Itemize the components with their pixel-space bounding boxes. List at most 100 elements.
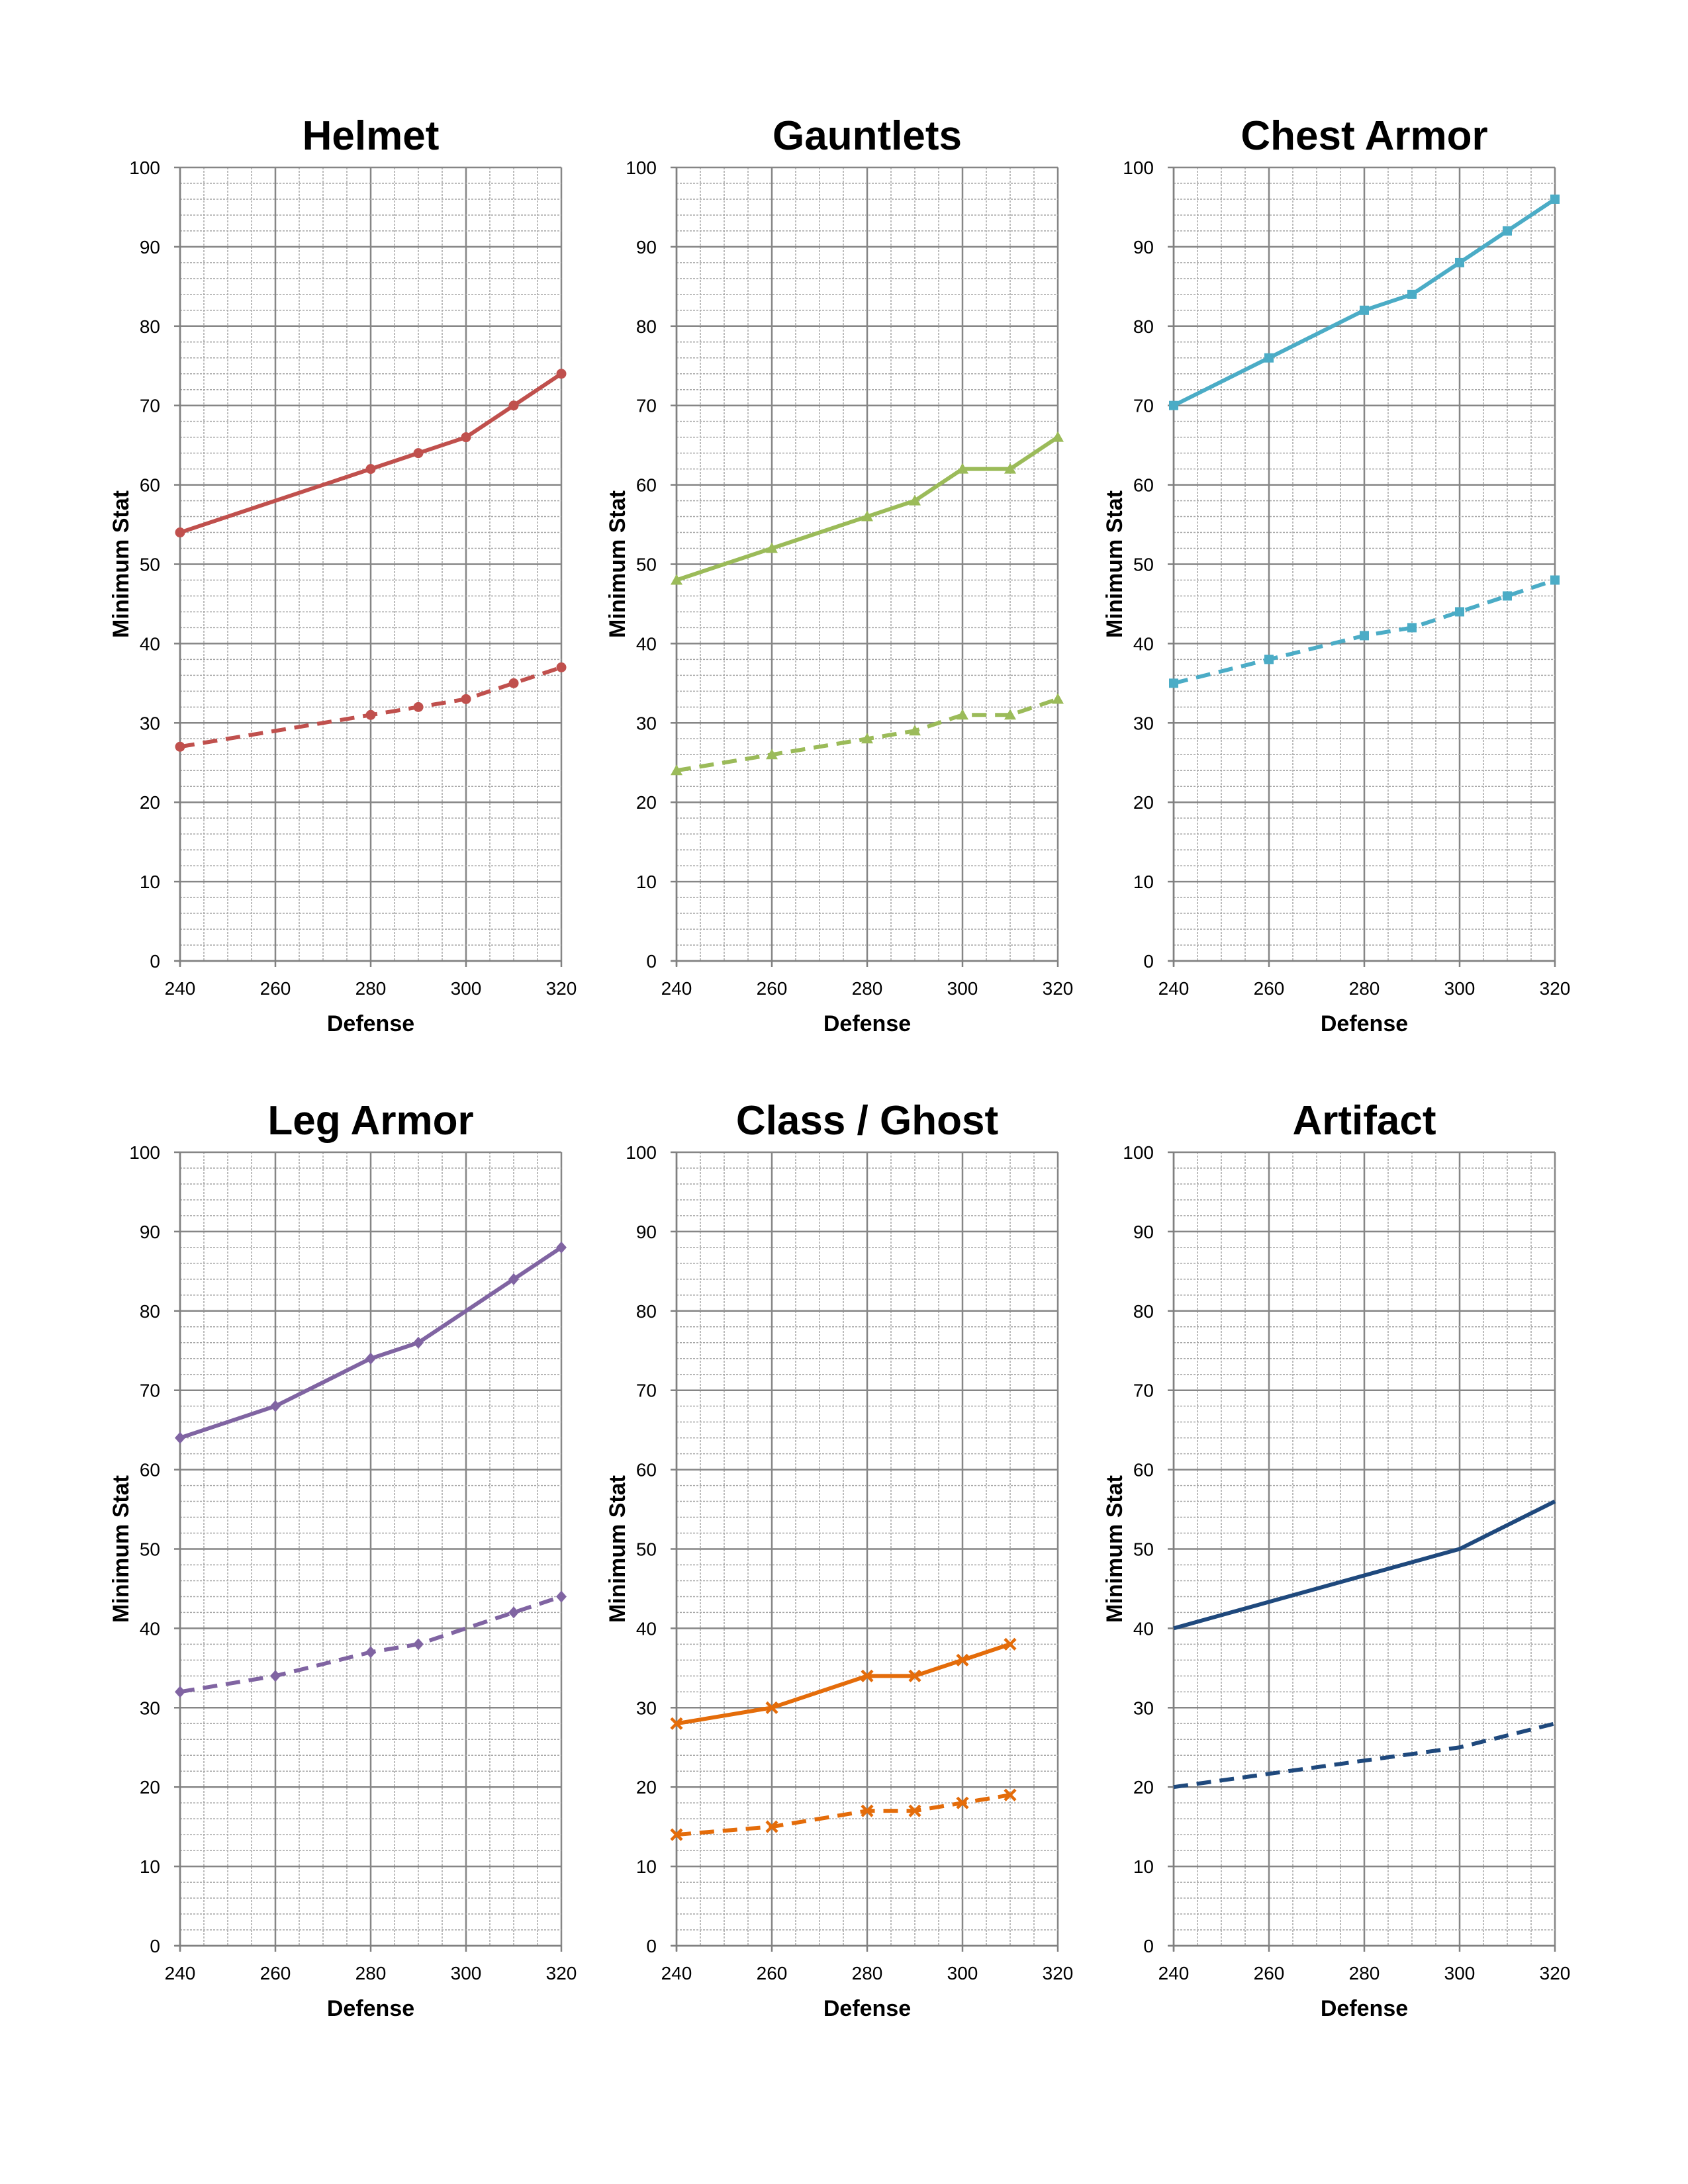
x-tick-label: 280 xyxy=(852,1963,883,1983)
x-tick-label: 240 xyxy=(1158,978,1190,999)
y-tick-label: 10 xyxy=(1133,872,1154,892)
series-line xyxy=(676,1642,1011,1726)
x-tick-label: 300 xyxy=(451,978,482,999)
data-point xyxy=(508,1606,519,1619)
data-point xyxy=(1550,194,1560,204)
y-tick-label: 20 xyxy=(1133,792,1154,813)
y-tick-label: 50 xyxy=(636,1539,657,1560)
y-tick-label: 80 xyxy=(636,316,657,337)
series-solid xyxy=(1169,194,1560,410)
x-tick-label: 280 xyxy=(852,978,883,999)
chart-artifact: 0 10 20 30 40 50 60 70 80 90 100 240 260 280 300 320 Art… xyxy=(1102,1098,1570,2021)
data-point xyxy=(413,448,424,459)
x-axis-title: Defense xyxy=(327,1011,414,1036)
data-point xyxy=(1004,709,1016,720)
x-tick-label: 280 xyxy=(355,978,387,999)
data-point xyxy=(1407,289,1417,299)
y-tick-label: 20 xyxy=(636,792,657,813)
y-tick-label: 70 xyxy=(636,396,657,416)
y-tick-label: 30 xyxy=(636,713,657,733)
x-tick-label: 320 xyxy=(1043,1963,1074,1983)
data-point xyxy=(461,432,471,443)
data-point xyxy=(556,1241,567,1253)
data-point xyxy=(556,662,567,672)
y-tick-label: 40 xyxy=(1133,633,1154,654)
series-solid xyxy=(175,1241,567,1444)
y-tick-label: 0 xyxy=(1143,951,1154,972)
chart-gauntlets: 0 10 20 30 40 50 60 70 80 90 100 240 260 280 300 320 Gau… xyxy=(605,113,1073,1036)
series-line xyxy=(179,665,562,749)
y-tick-label: 30 xyxy=(1133,1698,1154,1718)
x-tick-label: 260 xyxy=(1254,978,1285,999)
x-tick-label: 280 xyxy=(1349,1963,1380,1983)
series-dashed xyxy=(175,1590,567,1698)
series-solid xyxy=(175,369,567,538)
y-tick-label: 20 xyxy=(140,1777,160,1797)
y-tick-label: 90 xyxy=(140,1222,160,1242)
data-point xyxy=(508,1273,519,1285)
y-tick-label: 0 xyxy=(646,951,657,972)
y-tick-label: 20 xyxy=(636,1777,657,1797)
series-dashed xyxy=(1173,1721,1556,1790)
series-dashed xyxy=(175,662,567,752)
data-point xyxy=(175,741,185,752)
data-point xyxy=(1169,678,1178,688)
data-point xyxy=(175,1686,185,1698)
x-tick-label: 260 xyxy=(1254,1963,1285,1983)
data-point xyxy=(365,1352,376,1365)
y-tick-label: 40 xyxy=(1133,1618,1154,1639)
x-tick-label: 300 xyxy=(451,1963,482,1983)
y-tick-label: 0 xyxy=(150,951,160,972)
y-tick-label: 80 xyxy=(1133,316,1154,337)
y-tick-label: 30 xyxy=(1133,713,1154,733)
y-tick-label: 80 xyxy=(636,1301,657,1322)
y-tick-label: 60 xyxy=(1133,475,1154,496)
y-tick-label: 80 xyxy=(140,1301,160,1322)
y-tick-label: 60 xyxy=(636,475,657,496)
data-point xyxy=(175,1432,185,1444)
series-dashed xyxy=(1169,575,1560,688)
y-axis-title: Minimum Stat xyxy=(109,490,134,638)
data-point xyxy=(413,1638,424,1651)
data-point xyxy=(175,527,185,538)
x-tick-label: 320 xyxy=(1043,978,1074,999)
data-point xyxy=(1052,693,1064,704)
x-tick-label: 260 xyxy=(757,978,788,999)
gridlines xyxy=(179,1151,563,1947)
data-point xyxy=(1004,1637,1017,1651)
data-point xyxy=(413,702,424,712)
x-axis-title: Defense xyxy=(823,1996,911,2021)
y-tick-label: 100 xyxy=(1123,158,1154,178)
x-tick-label: 240 xyxy=(165,978,196,999)
y-tick-label: 60 xyxy=(140,1460,160,1480)
data-point xyxy=(413,1336,424,1349)
series-line xyxy=(179,372,563,535)
y-tick-label: 0 xyxy=(1143,1936,1154,1956)
y-tick-label: 100 xyxy=(129,158,160,178)
series-dashed xyxy=(670,1788,1017,1841)
data-point xyxy=(365,1646,376,1659)
x-tick-label: 260 xyxy=(260,978,291,999)
series-line xyxy=(676,1793,1011,1837)
data-point xyxy=(861,1804,874,1817)
chart-title: Chest Armor xyxy=(1241,113,1487,159)
y-tick-label: 90 xyxy=(1133,237,1154,257)
y-tick-label: 60 xyxy=(636,1460,657,1480)
data-point xyxy=(861,510,873,522)
series-dashed xyxy=(671,693,1064,776)
data-point xyxy=(270,1400,281,1412)
y-tick-label: 90 xyxy=(636,1222,657,1242)
x-tick-label: 320 xyxy=(546,1963,577,1983)
y-tick-label: 10 xyxy=(636,1856,657,1877)
series-solid xyxy=(670,1637,1017,1730)
data-point xyxy=(1407,623,1417,633)
x-tick-label: 240 xyxy=(1158,1963,1190,1983)
x-tick-label: 320 xyxy=(546,978,577,999)
y-tick-label: 40 xyxy=(636,1618,657,1639)
data-point xyxy=(1455,257,1464,267)
y-tick-label: 10 xyxy=(1133,1856,1154,1877)
data-point xyxy=(766,749,778,760)
y-tick-label: 50 xyxy=(140,1539,160,1560)
gridlines xyxy=(675,166,1059,962)
y-tick-label: 10 xyxy=(140,1856,160,1877)
